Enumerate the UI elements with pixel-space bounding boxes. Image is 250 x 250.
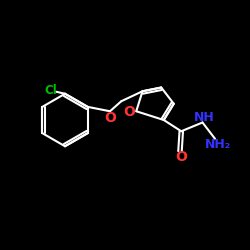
Text: O: O xyxy=(104,110,116,124)
Text: NH₂: NH₂ xyxy=(205,138,231,151)
Text: Cl: Cl xyxy=(45,84,58,97)
Text: O: O xyxy=(175,150,187,164)
Text: NH: NH xyxy=(194,110,215,124)
Text: O: O xyxy=(123,106,135,120)
